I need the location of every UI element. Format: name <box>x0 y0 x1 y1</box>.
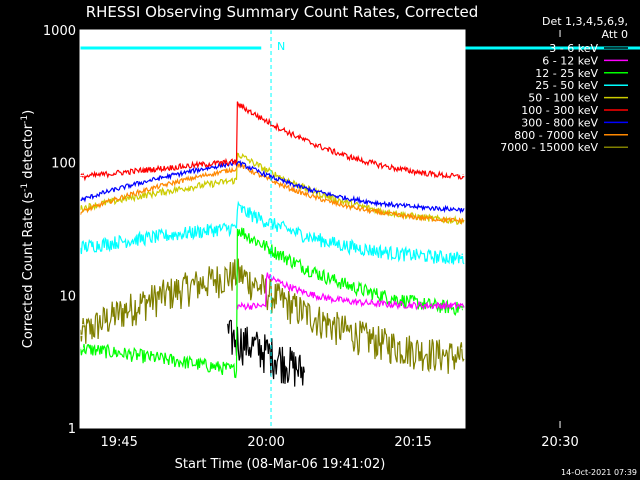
y-axis-ticks: 1 10 100 1000 <box>43 24 465 437</box>
legend-entry-label: 100 - 300 keV <box>521 104 598 117</box>
series-layer <box>79 101 465 387</box>
y-tick-label: 10 <box>59 289 76 304</box>
legend-entry-label: 7000 - 15000 keV <box>500 141 598 154</box>
legend-header-detectors: Det 1,3,4,5,6,9, <box>542 15 628 28</box>
legend-entry-label: 12 - 25 keV <box>535 67 598 80</box>
chart-title: RHESSI Observing Summary Count Rates, Co… <box>86 3 479 21</box>
x-axis-label: Start Time (08-Mar-06 19:41:02) <box>175 457 386 472</box>
legend-entry-label: 50 - 100 keV <box>528 92 598 105</box>
legend-header-attenuator: Att 0 <box>602 28 628 41</box>
generation-timestamp: 14-Oct-2021 07:39 <box>561 468 637 477</box>
legend-entry-label: 300 - 800 keV <box>521 116 598 129</box>
y-axis-label-sup1: -1 <box>20 183 30 192</box>
y-axis-label-part2: detector <box>21 123 36 183</box>
x-tick-label: 19:45 <box>100 435 137 450</box>
night-marker-label: N <box>277 40 285 53</box>
plot-frame <box>79 29 466 429</box>
legend-entry-label: 25 - 50 keV <box>535 79 598 92</box>
marker-layer: NS <box>80 30 640 428</box>
series-line-100-300kev <box>79 101 465 182</box>
series-line-7000-15000kev <box>79 258 465 374</box>
series-line-800-7000kev <box>79 161 465 226</box>
y-axis-label-part3: ) <box>21 110 36 115</box>
series-line-3-6kev <box>227 319 305 387</box>
x-tick-label: 20:30 <box>541 435 578 450</box>
y-tick-label: 1000 <box>43 24 76 39</box>
legend-entry-label: 3 - 6 keV <box>549 42 598 55</box>
y-tick-label: 100 <box>51 157 76 172</box>
legend-entry-label: 800 - 7000 keV <box>514 129 598 142</box>
series-line-300-800kev <box>80 159 465 215</box>
y-axis-label-sup2: -1 <box>20 115 30 124</box>
series-line-25-50kev <box>79 200 465 265</box>
y-axis-label: Corrected Count Rate (s-1 detector-1) <box>20 110 36 348</box>
x-tick-label: 20:00 <box>247 435 284 450</box>
y-tick-label: 1 <box>68 422 76 437</box>
y-axis-label-part1: Corrected Count Rate (s <box>21 192 36 349</box>
series-line-6-12kev <box>236 272 465 311</box>
x-tick-label: 20:15 <box>394 435 431 450</box>
legend-entry-label: 6 - 12 keV <box>542 54 598 67</box>
